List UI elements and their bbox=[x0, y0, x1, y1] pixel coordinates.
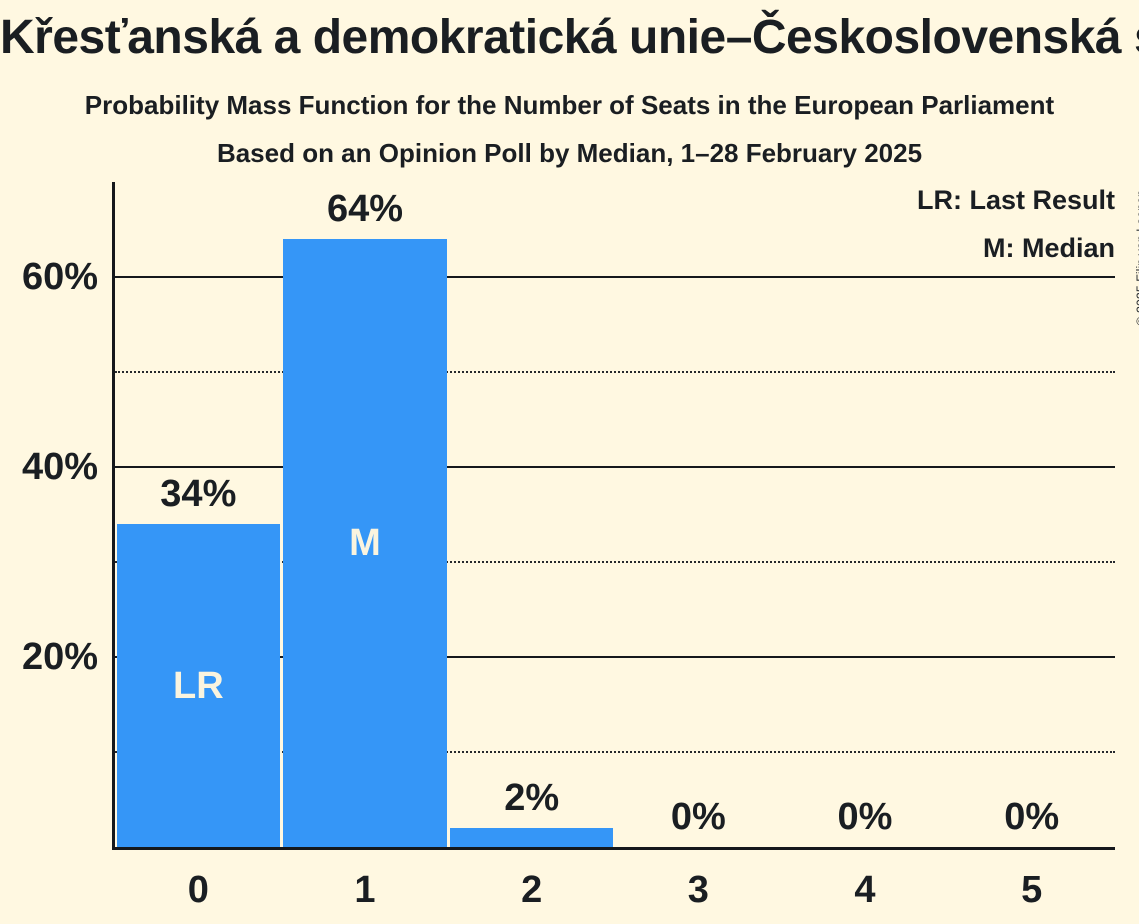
chart-subtitle: Probability Mass Function for the Number… bbox=[84, 90, 1055, 120]
x-tick-0: 0 bbox=[187, 869, 209, 911]
bar-value-label-1: 64% bbox=[326, 188, 404, 230]
bar-annotation-m: M bbox=[349, 522, 381, 564]
page-title: Křesťanská a demokratická unie–Českoslov… bbox=[0, 11, 1139, 64]
legend-last-result: LR: Last Result bbox=[916, 185, 1115, 215]
legend: LR: Last Result M: Median bbox=[917, 176, 1115, 272]
bar-2 bbox=[449, 828, 614, 847]
gridline-solid-20 bbox=[115, 656, 1115, 658]
gridline-dotted-30 bbox=[115, 561, 1115, 563]
copyright-notice: © 2025 Filip van Laenen bbox=[1135, 190, 1139, 326]
bar-value-label-0: 34% bbox=[160, 473, 237, 515]
gridline-dotted-10 bbox=[115, 751, 1115, 753]
bar-value-label-3: 0% bbox=[670, 796, 726, 838]
y-tick-20: 20% bbox=[21, 636, 98, 678]
bar-value-label-4: 0% bbox=[837, 796, 893, 838]
y-tick-40: 40% bbox=[21, 446, 98, 488]
poll-source-subtitle: Based on an Opinion Poll by Median, 1–28… bbox=[216, 138, 923, 168]
bar-1 bbox=[283, 239, 447, 847]
plot-area: LR: Last Result M: Median 34% LR 64% M 2% 0% 0… bbox=[112, 182, 1115, 850]
gridline-dotted-50 bbox=[115, 371, 1115, 373]
legend-median: M: Median bbox=[983, 233, 1115, 263]
x-tick-3: 3 bbox=[687, 869, 709, 911]
x-tick-4: 4 bbox=[854, 869, 876, 911]
x-tick-5: 5 bbox=[1021, 869, 1043, 911]
bar-0 bbox=[116, 524, 281, 847]
gridline-solid-60 bbox=[115, 276, 1115, 278]
bar-annotation-lr: LR bbox=[173, 664, 224, 707]
x-tick-2: 2 bbox=[521, 869, 543, 911]
bar-value-label-2: 2% bbox=[504, 777, 560, 819]
y-tick-60: 60% bbox=[21, 256, 98, 298]
gridline-solid-40 bbox=[115, 466, 1115, 468]
bar-value-label-5: 0% bbox=[1004, 796, 1060, 838]
x-tick-1: 1 bbox=[354, 869, 376, 911]
